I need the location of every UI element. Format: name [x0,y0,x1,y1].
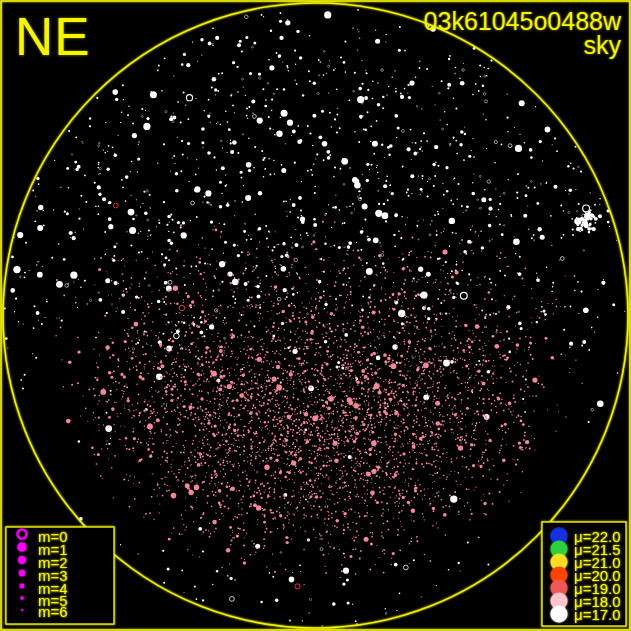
svg-text:m=6: m=6 [38,603,68,620]
svg-text:μ=17.0: μ=17.0 [574,606,621,623]
